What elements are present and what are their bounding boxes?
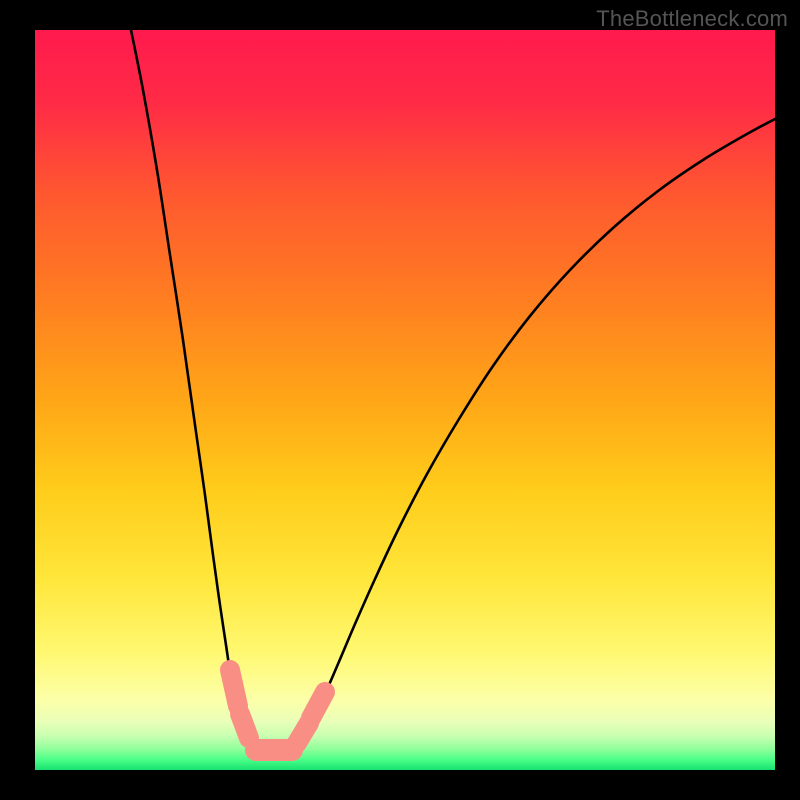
watermark-text: TheBottleneck.com (596, 6, 788, 32)
marker-right-1 (311, 692, 325, 718)
plot-area (35, 30, 775, 770)
chart-stage: TheBottleneck.com (0, 0, 800, 800)
marker-left-1 (240, 714, 249, 738)
bottleneck-chart (35, 30, 775, 770)
marker-left-0 (230, 670, 238, 706)
gradient-background (35, 30, 775, 770)
